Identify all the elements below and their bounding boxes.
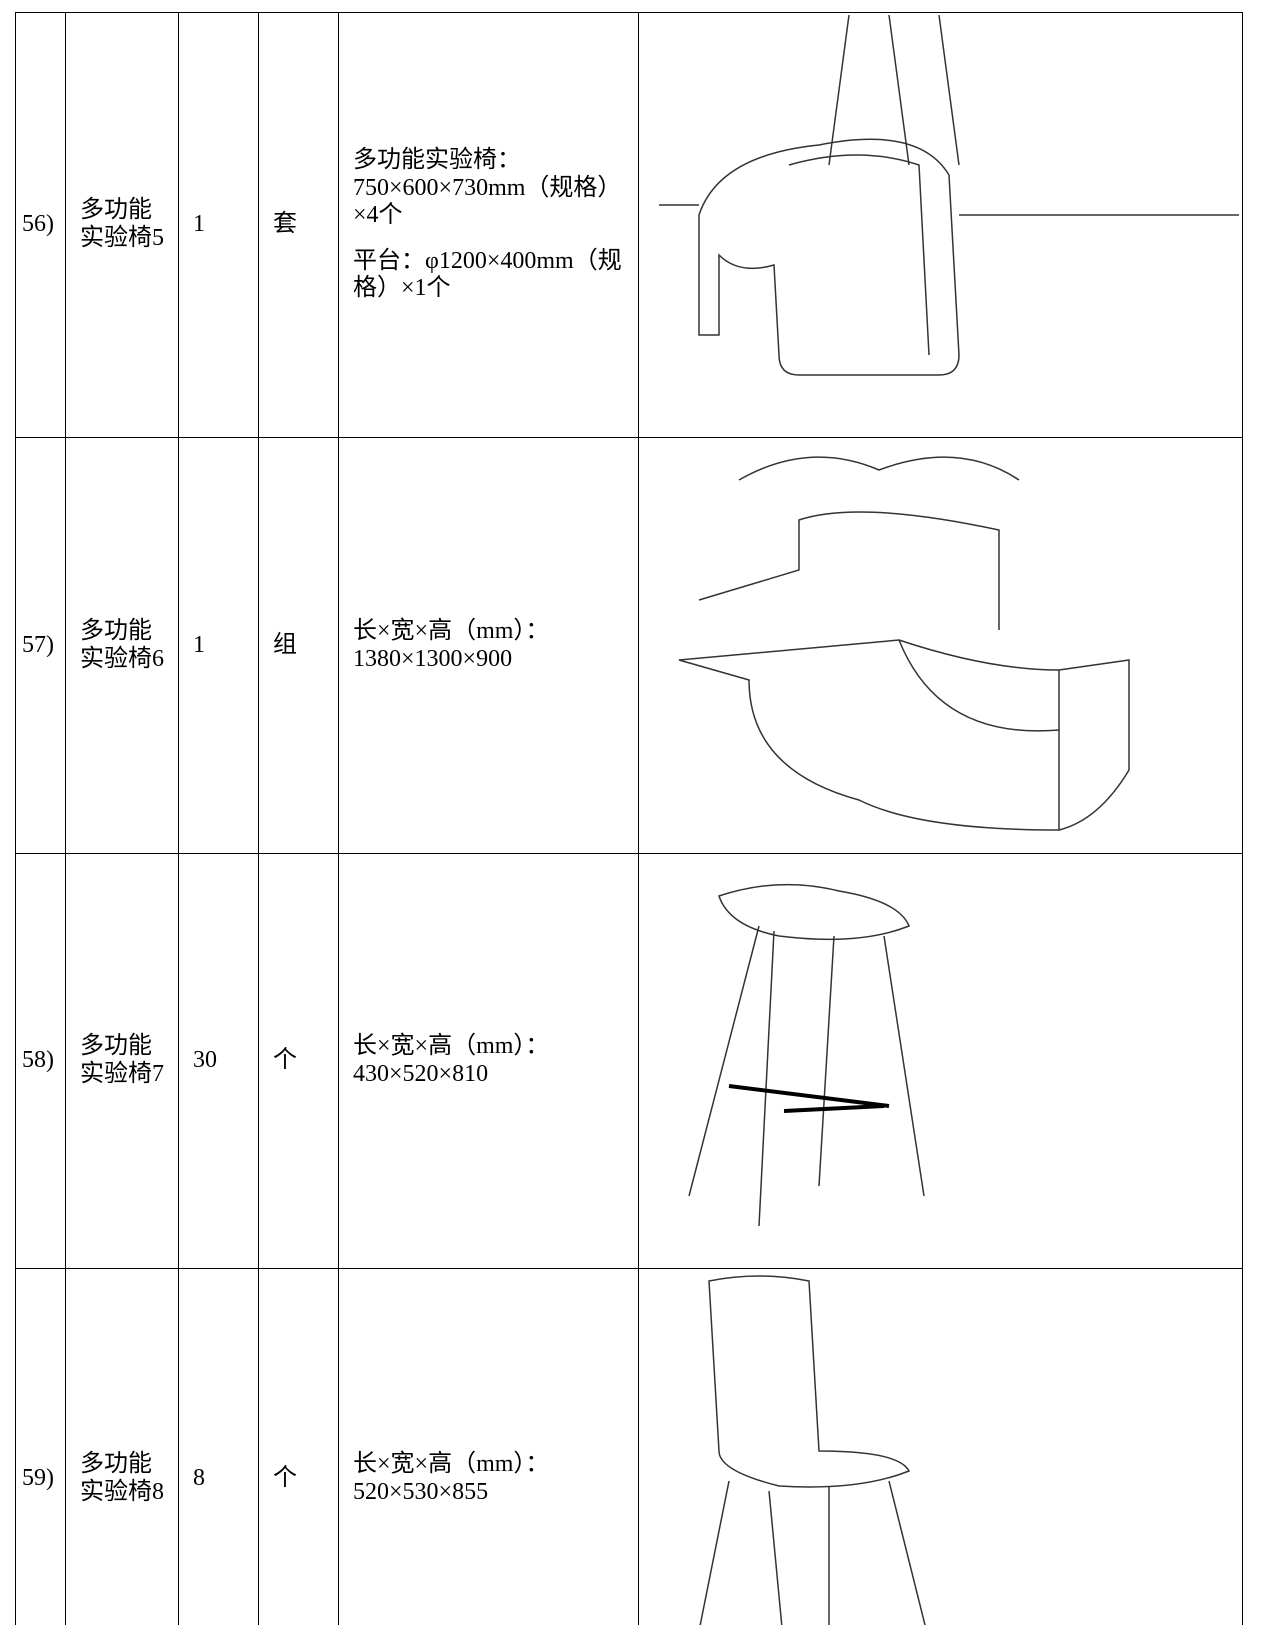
table-row: 56) 多功能实验椅5 1 套多功能实验椅：750×600×730mm（规格）×4个平… — [15, 12, 1243, 438]
chair-drawing — [699, 1274, 926, 1625]
spec-line: 长×宽×高（mm）：1380×1300×900 — [353, 617, 550, 672]
product-image — [638, 437, 1243, 854]
spec-line: 平台：φ1200×400mm（规格）×1个 — [353, 247, 622, 302]
product-image — [638, 1268, 1243, 1625]
specification: 长×宽×高（mm）：1380×1300×900 — [338, 437, 639, 854]
spec-line: 多功能实验椅：750×600×730mm（规格）×4个 — [353, 147, 622, 229]
item-number: 59) — [15, 1268, 66, 1625]
spec-line: 长×宽×高（mm）：430×520×810 — [353, 1033, 550, 1087]
chair-drawing — [659, 14, 1239, 376]
spec-line: 长×宽×高（mm）：520×530×855 — [353, 1450, 550, 1505]
item-name: 多功能实验椅8 — [65, 1268, 179, 1625]
table-body: 56) 多功能实验椅5 1 套多功能实验椅：750×600×730mm（规格）×4个平… — [15, 12, 1243, 1625]
item-number: 57) — [15, 437, 66, 854]
item-table: 56) 多功能实验椅5 1 套多功能实验椅：750×600×730mm（规格）×4个平… — [15, 12, 1243, 1625]
unit: 个 — [258, 853, 339, 1269]
specification: 长×宽×高（mm）：430×520×810 — [338, 853, 639, 1269]
product-image — [638, 853, 1243, 1269]
table-row: 59) 多功能实验椅8 8 个长×宽×高（mm）：520×530×855 — [15, 1268, 1243, 1625]
item-name: 多功能实验椅5 — [65, 12, 179, 438]
table-row: 57) 多功能实验椅6 1 组长×宽×高（mm）：1380×1300×900 — [15, 437, 1243, 854]
unit: 个 — [258, 1268, 339, 1625]
quantity: 30 — [178, 853, 259, 1269]
chair-drawing — [678, 455, 1130, 831]
unit: 套 — [258, 12, 339, 438]
table-row: 58) 多功能实验椅7 30 个长×宽×高（mm）：430×520×810 — [15, 853, 1243, 1269]
item-number: 56) — [15, 12, 66, 438]
specification: 长×宽×高（mm）：520×530×855 — [338, 1268, 639, 1625]
product-image — [638, 12, 1243, 438]
specification: 多功能实验椅：750×600×730mm（规格）×4个平台：φ1200×400m… — [338, 12, 639, 438]
item-number: 58) — [15, 853, 66, 1269]
unit: 组 — [258, 437, 339, 854]
chair-drawing — [688, 883, 925, 1226]
quantity: 8 — [178, 1268, 259, 1625]
item-name: 多功能实验椅7 — [65, 853, 179, 1269]
quantity: 1 — [178, 437, 259, 854]
quantity: 1 — [178, 12, 259, 438]
item-name: 多功能实验椅6 — [65, 437, 179, 854]
